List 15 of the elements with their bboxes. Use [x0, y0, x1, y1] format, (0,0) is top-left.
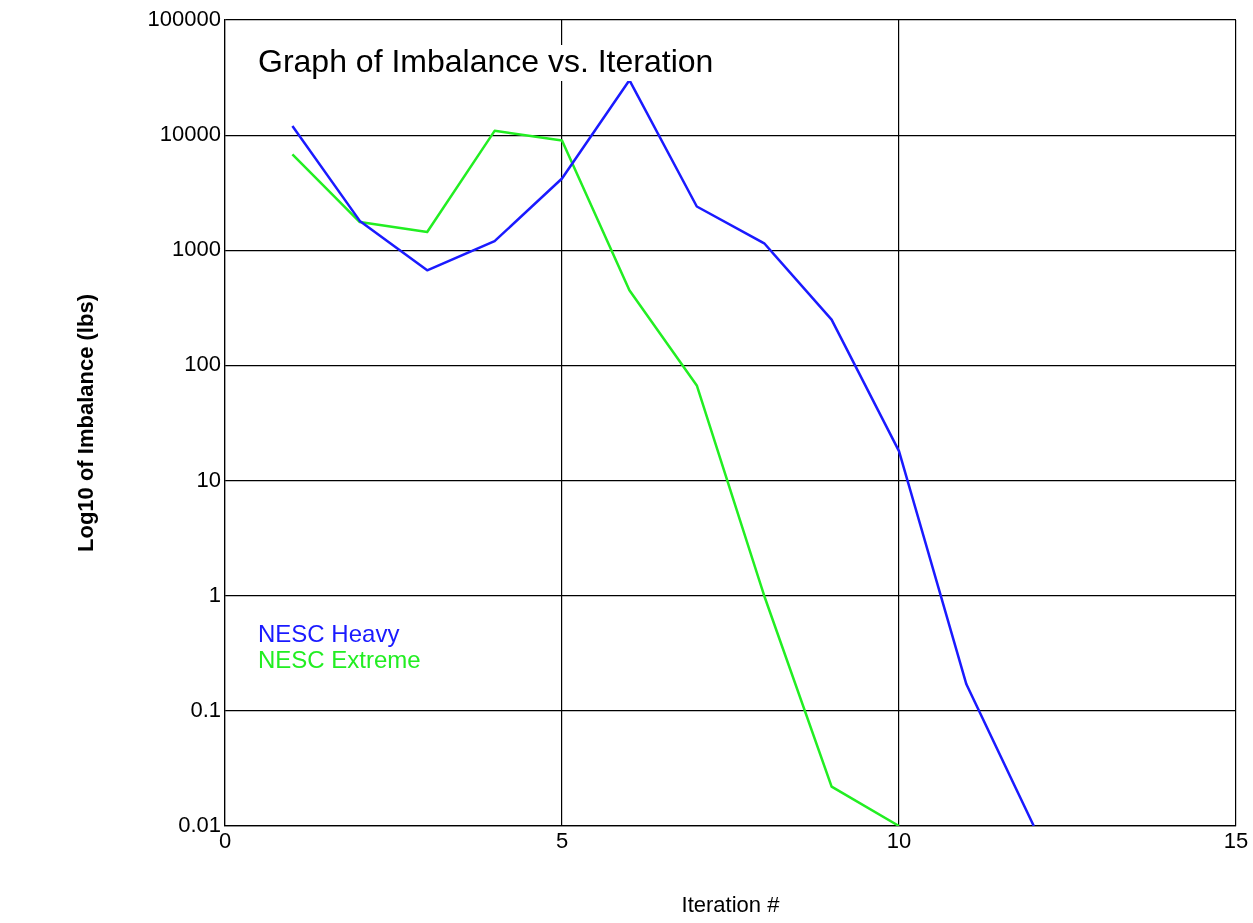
x-tick-label: 10 — [886, 828, 912, 854]
y-tick-label: 100000 — [147, 6, 221, 32]
y-tick-label: 0.1 — [190, 696, 221, 722]
text: NESC Heavy — [258, 619, 400, 647]
y-tick-label: 1 — [208, 581, 221, 607]
x-tick-label: 5 — [555, 828, 569, 854]
y-tick-label: 10 — [196, 466, 221, 492]
y-axis-title: Log10 of Imbalance (lbs) — [73, 294, 99, 552]
y-tick-label: 0.01 — [178, 812, 221, 838]
y-tick-label: 1000 — [172, 236, 221, 262]
x-tick-label: 15 — [1223, 828, 1249, 854]
y-tick-label: 10000 — [159, 121, 221, 147]
y-tick-label: 100 — [184, 351, 221, 377]
x-axis-title: Iteration # — [681, 891, 781, 917]
text: Graph of Imbalance vs. Iteration — [258, 42, 714, 79]
